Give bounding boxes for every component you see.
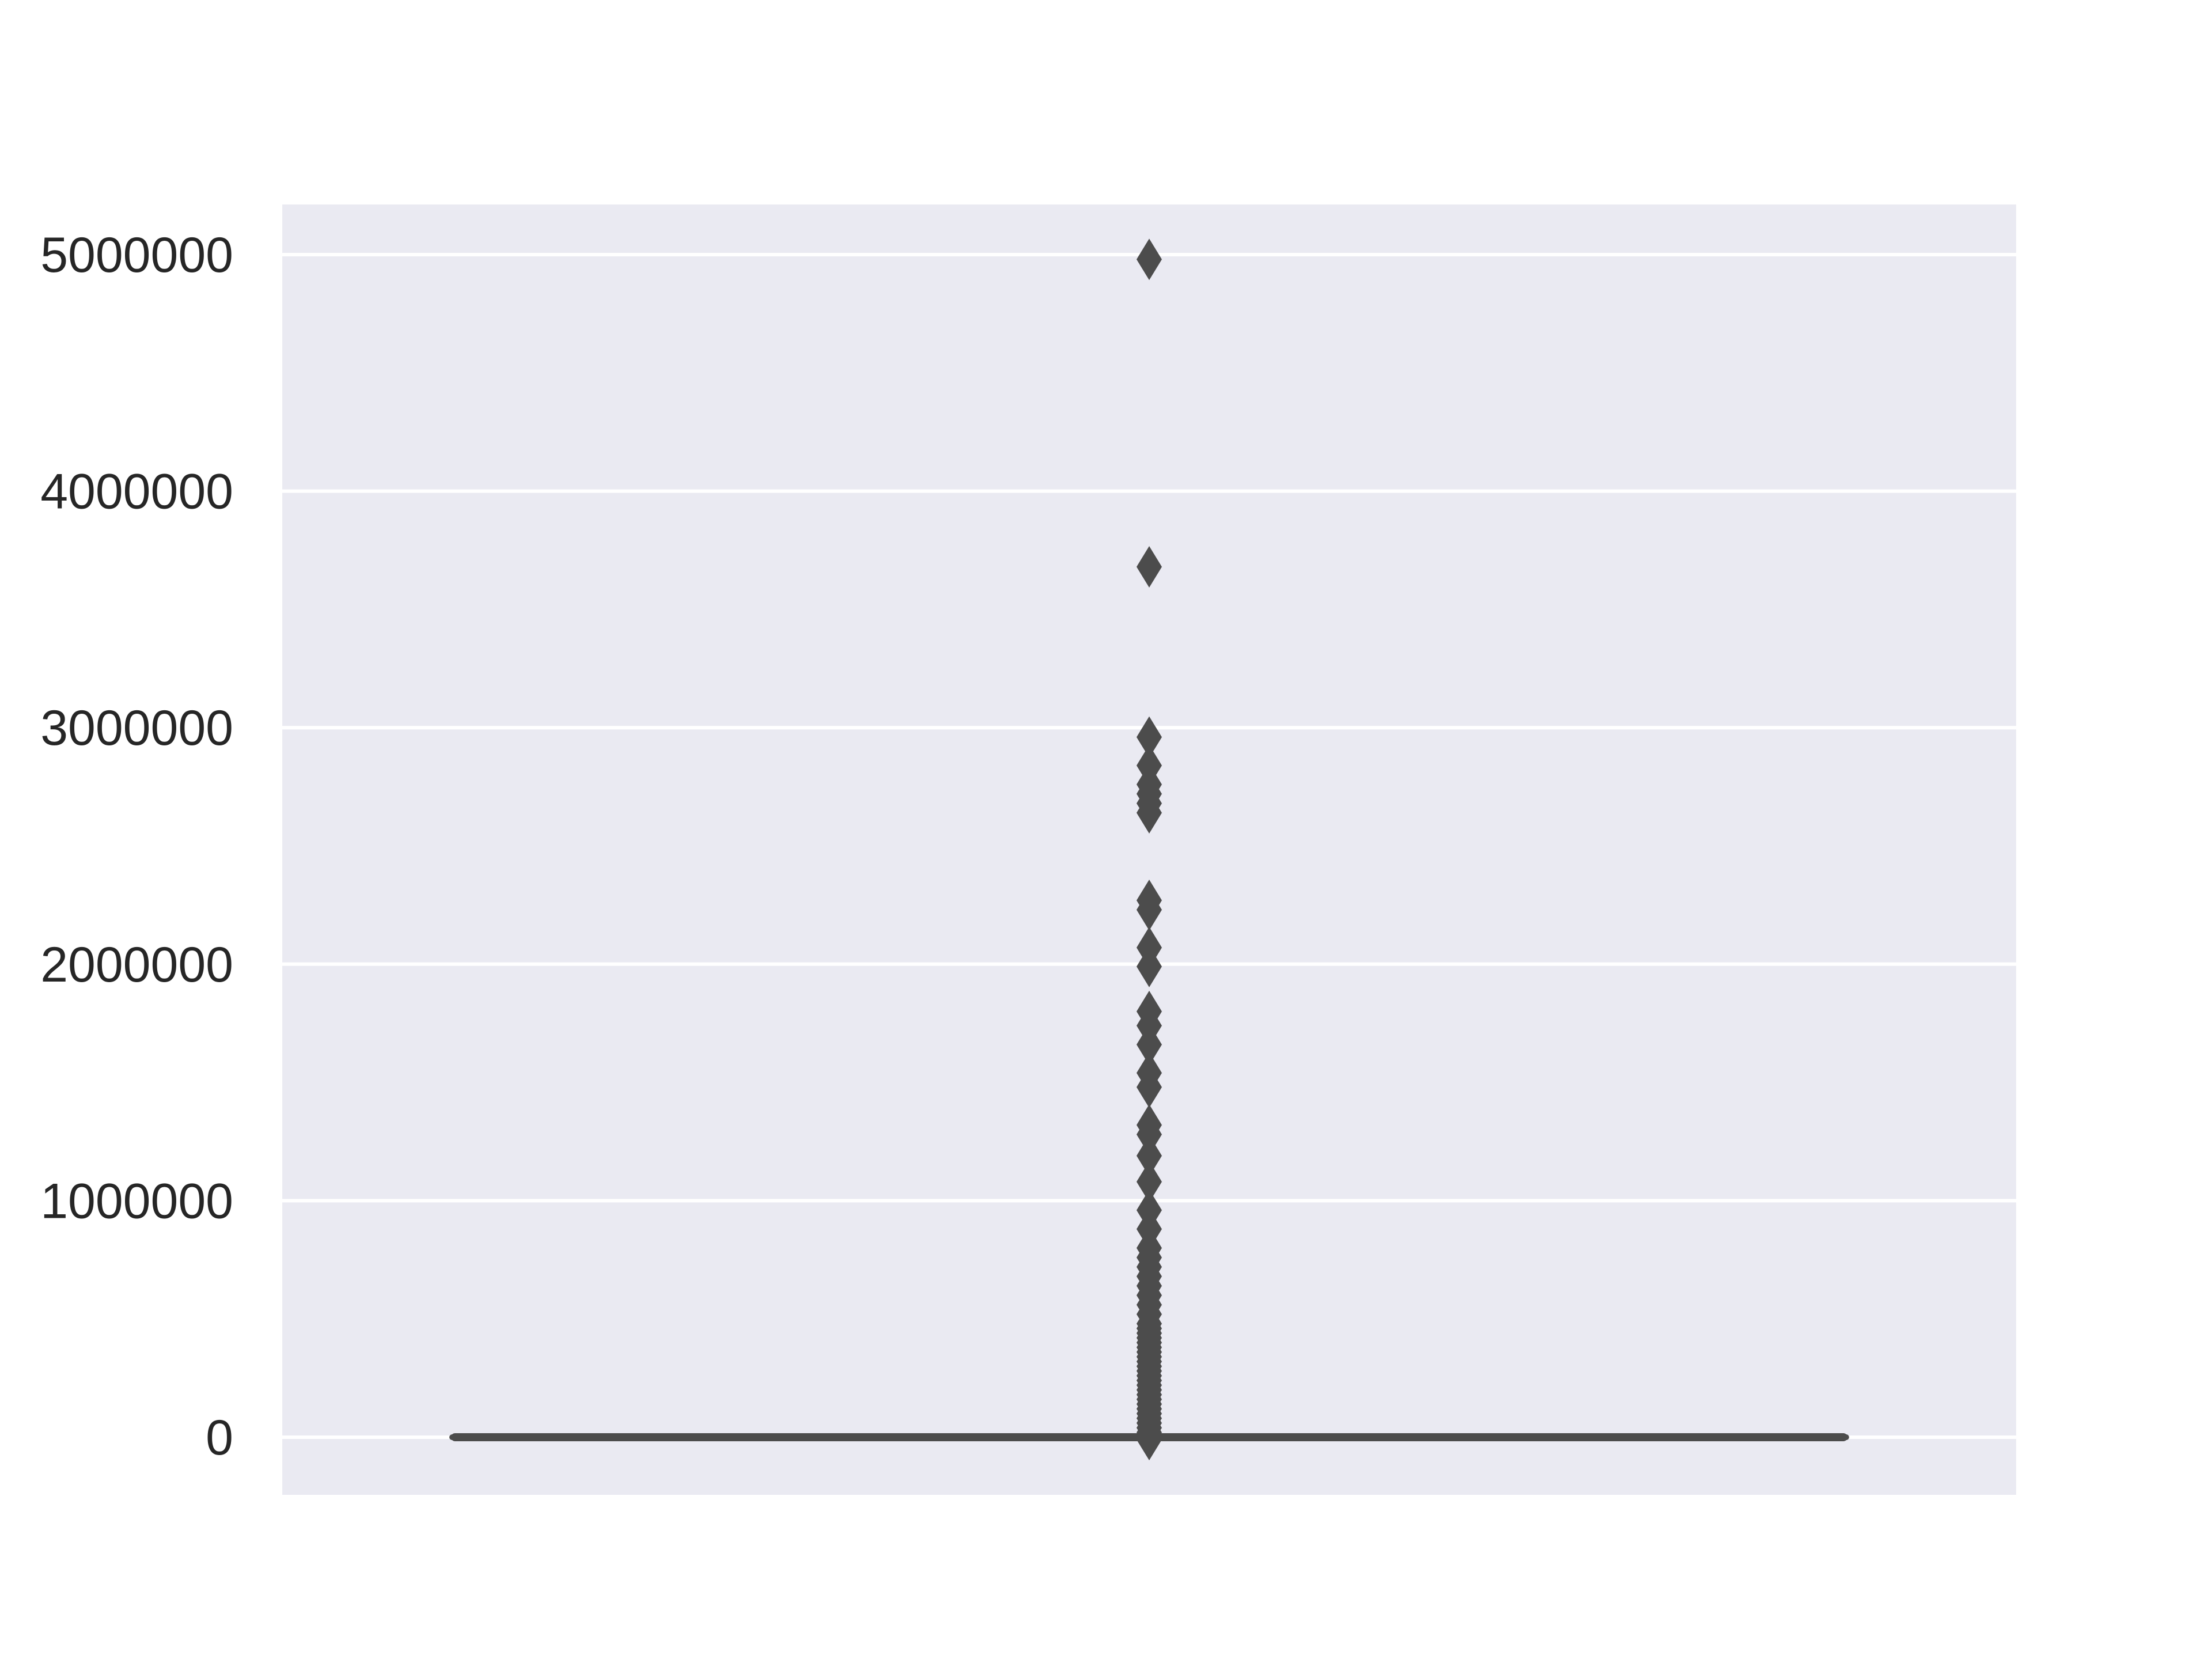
y-tick-labels: 0 1000000 2000000 3000000 4000000 5000000: [40, 228, 233, 1465]
y-tick-label-1: 1000000: [40, 1173, 233, 1229]
y-tick-label-2: 2000000: [40, 937, 233, 993]
y-tick-label-3: 3000000: [40, 700, 233, 756]
y-tick-label-0: 0: [206, 1410, 233, 1465]
y-tick-label-5: 5000000: [40, 228, 233, 283]
y-tick-label-4: 4000000: [40, 464, 233, 520]
